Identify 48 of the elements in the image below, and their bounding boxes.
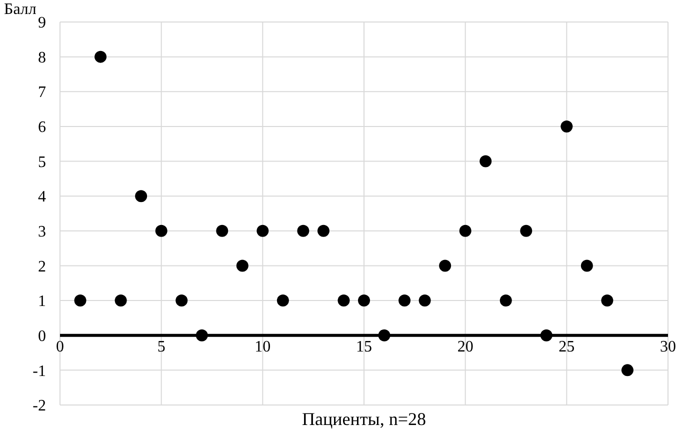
point	[216, 224, 228, 237]
y-tick-label: -1	[32, 362, 46, 380]
y-tick-label: 4	[38, 188, 46, 206]
y-tick-label: 7	[38, 84, 46, 102]
point	[540, 329, 552, 342]
x-tick-label: 30	[660, 338, 676, 356]
point	[94, 50, 107, 63]
y-tick-label: 8	[38, 49, 46, 66]
x-tick-label: 0	[56, 338, 64, 356]
point	[155, 224, 168, 237]
point	[520, 224, 532, 237]
point	[500, 294, 512, 307]
point	[114, 294, 127, 307]
point	[601, 294, 614, 307]
point	[418, 294, 431, 307]
x-tick-label: 5	[157, 338, 166, 356]
point	[176, 294, 188, 307]
x-tick-label: 25	[558, 338, 575, 356]
y-tick-label: 1	[38, 293, 46, 310]
point	[480, 155, 492, 168]
y-tick-label: 2	[38, 258, 46, 276]
point	[276, 294, 289, 307]
point	[297, 224, 310, 237]
point	[256, 224, 269, 237]
point	[580, 260, 593, 272]
point	[74, 294, 86, 307]
point	[459, 224, 472, 237]
y-tick-label: -2	[32, 398, 46, 415]
point	[439, 260, 452, 272]
point	[621, 364, 634, 376]
point	[398, 294, 411, 307]
point	[378, 329, 390, 342]
y-axis-title: Балл	[4, 1, 36, 18]
point	[196, 329, 208, 342]
y-tick-label: 6	[38, 119, 46, 136]
x-tick-label: 15	[356, 338, 372, 356]
point	[338, 294, 350, 307]
y-tick-label: 5	[38, 154, 46, 171]
point	[560, 120, 573, 132]
point	[135, 190, 148, 202]
point	[236, 260, 248, 272]
x-tick-label: 20	[457, 338, 474, 356]
y-tick-label: 9	[38, 14, 46, 32]
x-axis-title: Пациенты, n=28	[302, 409, 426, 429]
point	[358, 294, 370, 307]
x-tick-label: 10	[254, 338, 271, 356]
point	[317, 224, 330, 237]
y-tick-label: 3	[38, 224, 46, 241]
